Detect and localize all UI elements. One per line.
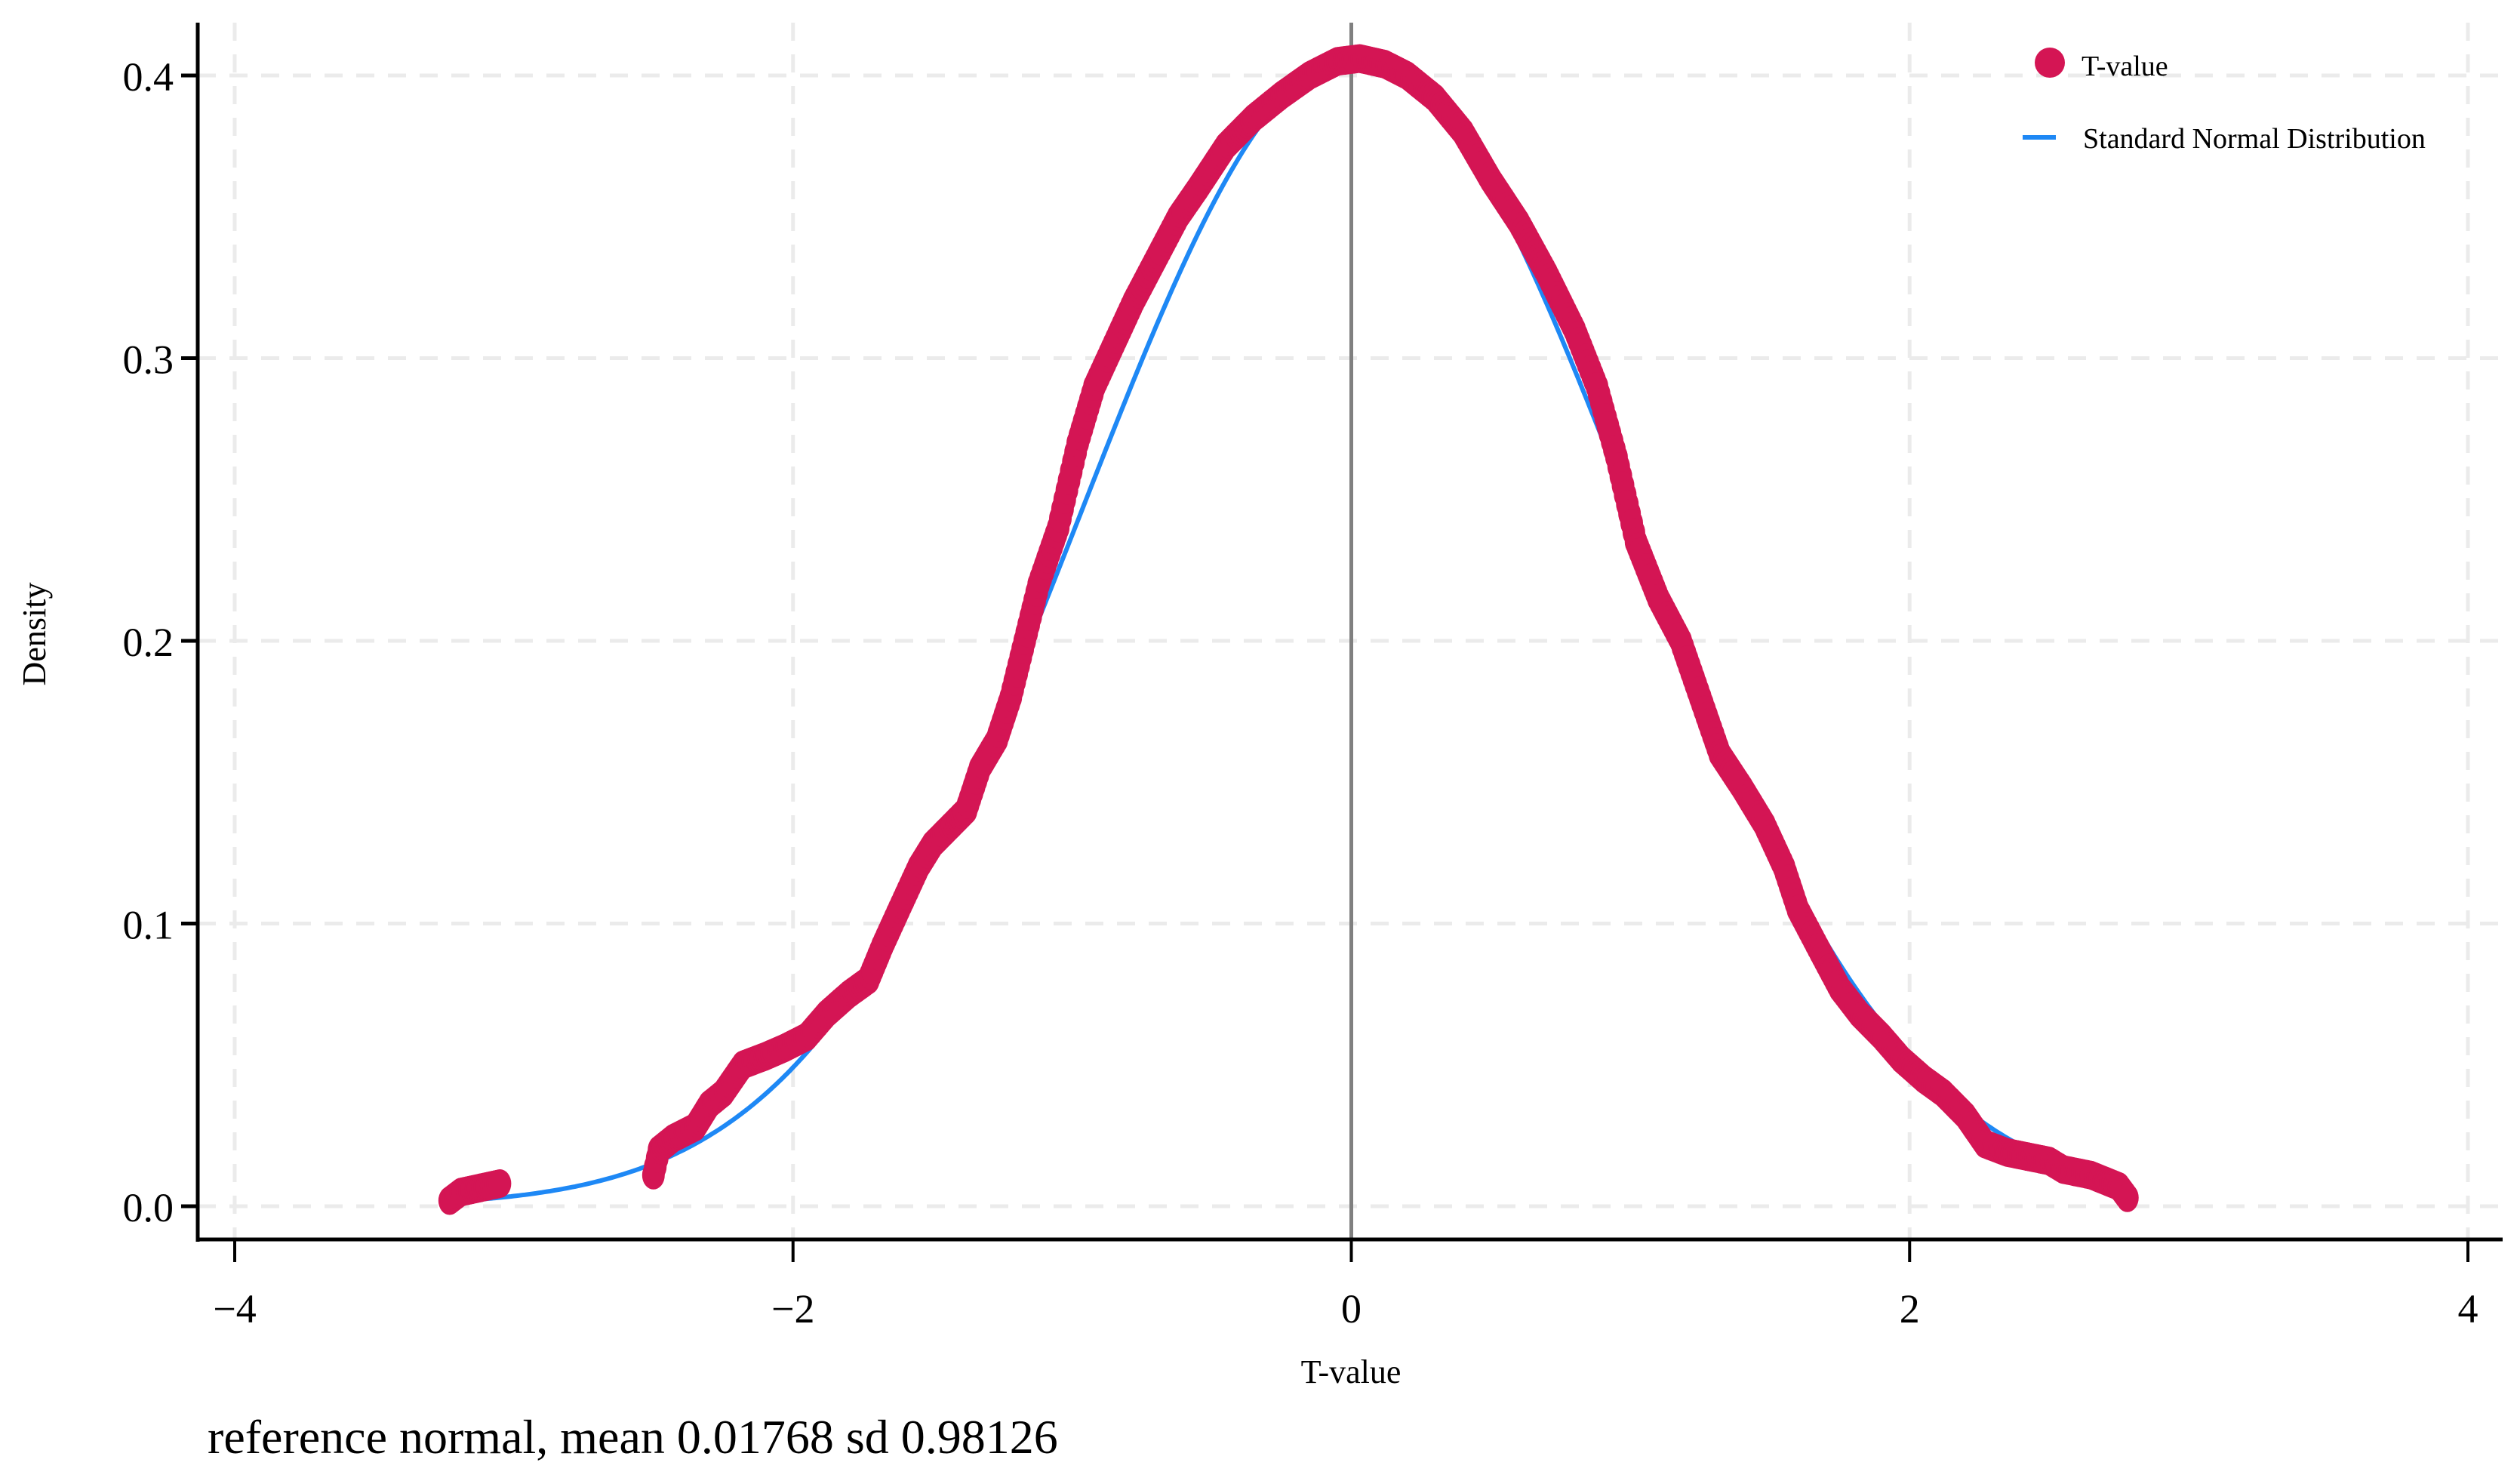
legend-label-t-value: T-value: [2082, 51, 2168, 82]
y-tick-label: 0.1: [123, 903, 174, 948]
x-ticks: −4 −2 0 2 4: [213, 1239, 2478, 1332]
axes: [195, 23, 2503, 1242]
x-axis-title: T-value: [1301, 1353, 1402, 1390]
x-tick-label: 4: [2458, 1286, 2478, 1332]
legend-label-normal: Standard Normal Distribution: [2083, 123, 2426, 155]
y-tick-label: 0.3: [123, 337, 174, 383]
x-tick-label: 0: [1341, 1286, 1362, 1332]
y-axis-title: Density: [16, 583, 53, 686]
x-tick-label: −4: [213, 1286, 256, 1332]
reference-note: reference normal, mean 0.01768 sd 0.9812…: [208, 1410, 1058, 1464]
t-value-markers: [438, 44, 2139, 1215]
marker-point: [488, 1169, 512, 1199]
marker-point: [2115, 1183, 2139, 1212]
y-ticks: 0.0 0.1 0.2 0.3 0.4: [123, 54, 198, 1230]
x-tick-label: −2: [771, 1286, 814, 1332]
legend: T-value Standard Normal Distribution: [2023, 48, 2426, 155]
legend-marker-t-value: [2035, 48, 2065, 78]
x-tick-label: 2: [1900, 1286, 1920, 1332]
y-tick-label: 0.2: [123, 620, 174, 665]
y-tick-label: 0.4: [123, 54, 174, 100]
y-tick-label: 0.0: [123, 1185, 174, 1230]
